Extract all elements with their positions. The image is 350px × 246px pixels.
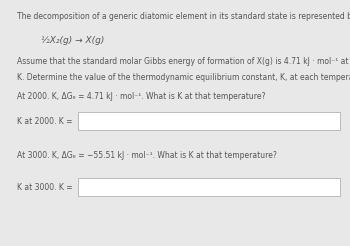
Text: ½X₂(g) → X(g): ½X₂(g) → X(g) xyxy=(41,36,104,45)
Text: K at 3000. K =: K at 3000. K = xyxy=(17,183,73,192)
Text: K at 2000. K =: K at 2000. K = xyxy=(17,117,73,126)
FancyBboxPatch shape xyxy=(78,112,340,130)
FancyBboxPatch shape xyxy=(78,179,340,196)
Text: At 3000. K, ΔGₑ = −55.51 kJ · mol⁻¹. What is K at that temperature?: At 3000. K, ΔGₑ = −55.51 kJ · mol⁻¹. Wha… xyxy=(17,151,277,160)
Text: K. Determine the value of the thermodynamic equilibrium constant, K, at each tem: K. Determine the value of the thermodyna… xyxy=(17,73,350,82)
Text: The decomposition of a generic diatomic element in its standard state is represe: The decomposition of a generic diatomic … xyxy=(17,12,350,21)
Text: Assume that the standard molar Gibbs energy of formation of X(g) is 4.71 kJ · mo: Assume that the standard molar Gibbs ene… xyxy=(17,57,350,66)
Text: At 2000. K, ΔGₑ = 4.71 kJ · mol⁻¹. What is K at that temperature?: At 2000. K, ΔGₑ = 4.71 kJ · mol⁻¹. What … xyxy=(17,92,266,101)
